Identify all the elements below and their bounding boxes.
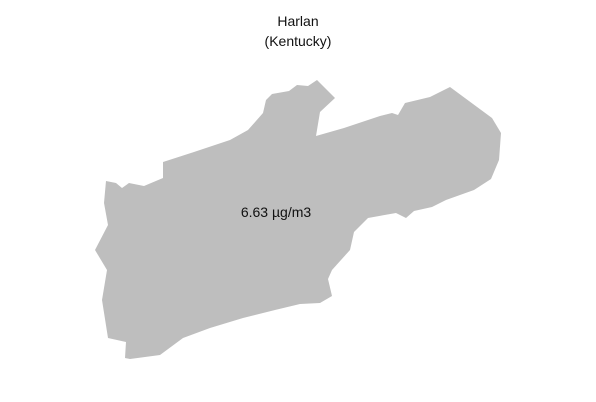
state-name: (Kentucky): [264, 33, 332, 49]
county-shape: [95, 80, 501, 359]
county-name: Harlan: [277, 13, 319, 29]
pollution-value-label: 6.63 µg/m3: [241, 204, 312, 220]
map-title: Harlan (Kentucky): [0, 11, 596, 51]
